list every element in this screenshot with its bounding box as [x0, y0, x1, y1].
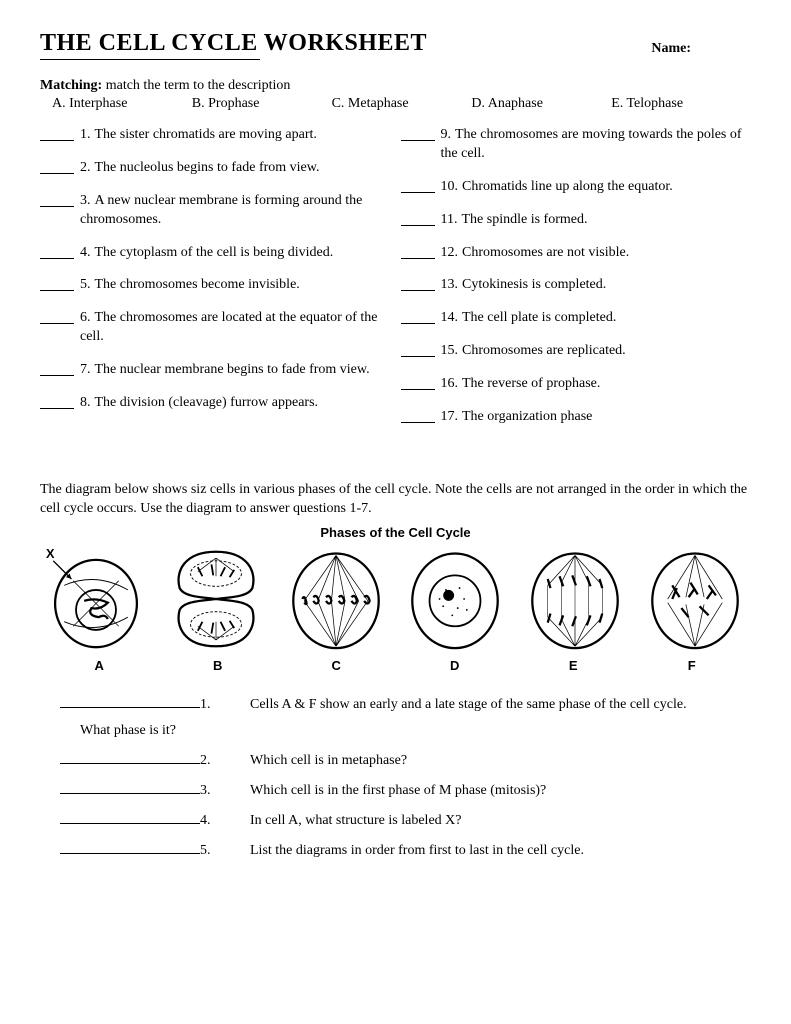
cells-diagram: X — [40, 544, 751, 654]
diagram-intro: The diagram below shows siz cells in var… — [40, 481, 751, 519]
matching-label: Matching: — [40, 78, 102, 93]
diagram-title: Phases of the Cell Cycle — [40, 525, 751, 540]
cell-label: A — [40, 658, 159, 673]
question-text: 14.The cell plate is completed. — [441, 309, 752, 328]
cell-label: E — [514, 658, 633, 673]
matching-heading: Matching: match the term to the descript… — [40, 78, 751, 94]
cell-label: B — [159, 658, 278, 673]
cell-b-diagram — [166, 544, 266, 654]
options-row: A. Interphase B. Prophase C. Metaphase D… — [40, 96, 751, 112]
option-b: B. Prophase — [192, 96, 332, 112]
question-text: 4.The cytoplasm of the cell is being div… — [80, 244, 391, 263]
cell-a-diagram: X — [46, 544, 146, 654]
question-text: 2.The nucleolus begins to fade from view… — [80, 159, 391, 178]
title-underline — [40, 59, 260, 60]
q-text: In cell A, what structure is labeled X? — [250, 813, 751, 829]
option-c: C. Metaphase — [332, 96, 472, 112]
answer-blank[interactable] — [40, 244, 74, 259]
q-text: Which cell is in metaphase? — [250, 753, 751, 769]
page-title: THE CELL CYCLE WORKSHEET — [40, 30, 427, 57]
question-text: 3.A new nuclear membrane is forming arou… — [80, 192, 391, 230]
question-text: 17.The organization phase — [441, 408, 752, 427]
answer-blank[interactable] — [60, 809, 200, 824]
header: THE CELL CYCLE WORKSHEET Name: — [40, 30, 751, 57]
left-column: 1.The sister chromatids are moving apart… — [40, 126, 391, 441]
question-text: 1.The sister chromatids are moving apart… — [80, 126, 391, 145]
answer-blank[interactable] — [401, 276, 435, 291]
question-text: 16.The reverse of prophase. — [441, 375, 752, 394]
q-text: Cells A & F show an early and a late sta… — [250, 697, 751, 713]
answer-blank[interactable] — [40, 126, 74, 141]
question-text: 11.The spindle is formed. — [441, 211, 752, 230]
cell-labels-row: A B C D E F — [40, 658, 751, 673]
question-text: 13.Cytokinesis is completed. — [441, 276, 752, 295]
part2-questions: 1. Cells A & F show an early and a late s… — [40, 693, 751, 859]
answer-blank[interactable] — [401, 309, 435, 324]
answer-blank[interactable] — [401, 178, 435, 193]
option-d: D. Anaphase — [471, 96, 611, 112]
name-field-label: Name: — [651, 41, 751, 57]
q-text: List the diagrams in order from first to… — [250, 843, 751, 859]
q-num: 1. — [200, 697, 230, 713]
option-a: A. Interphase — [52, 96, 192, 112]
q-num: 3. — [200, 783, 230, 799]
question-text: 8.The division (cleavage) furrow appears… — [80, 394, 391, 413]
answer-blank[interactable] — [401, 126, 435, 141]
option-e: E. Telophase — [611, 96, 751, 112]
answer-blank[interactable] — [401, 342, 435, 357]
question-text: 10.Chromatids line up along the equator. — [441, 178, 752, 197]
question-text: 9.The chromosomes are moving towards the… — [441, 126, 752, 164]
question-text: 12.Chromosomes are not visible. — [441, 244, 752, 263]
answer-blank[interactable] — [40, 394, 74, 409]
q-num: 4. — [200, 813, 230, 829]
answer-blank[interactable] — [60, 839, 200, 854]
question-text: 5.The chromosomes become invisible. — [80, 276, 391, 295]
cell-label: D — [396, 658, 515, 673]
q-text: Which cell is in the first phase of M ph… — [250, 783, 751, 799]
x-marker-label: X — [46, 546, 55, 561]
answer-blank[interactable] — [40, 159, 74, 174]
cell-d-diagram — [405, 544, 505, 654]
right-column: 9.The chromosomes are moving towards the… — [401, 126, 752, 441]
matching-instruction: match the term to the description — [102, 78, 290, 93]
cell-label: F — [633, 658, 752, 673]
question-text: 6.The chromosomes are located at the equ… — [80, 309, 391, 347]
answer-blank[interactable] — [401, 408, 435, 423]
answer-blank[interactable] — [40, 309, 74, 324]
sub-question: What phase is it? — [80, 723, 751, 739]
answer-blank[interactable] — [40, 276, 74, 291]
answer-blank[interactable] — [401, 211, 435, 226]
cell-f-diagram — [645, 544, 745, 654]
answer-blank[interactable] — [401, 375, 435, 390]
answer-blank[interactable] — [401, 244, 435, 259]
questions-columns: 1.The sister chromatids are moving apart… — [40, 126, 751, 441]
q-num: 5. — [200, 843, 230, 859]
cell-e-diagram — [525, 544, 625, 654]
cell-label: C — [277, 658, 396, 673]
answer-blank[interactable] — [60, 749, 200, 764]
answer-blank[interactable] — [60, 779, 200, 794]
cell-c-diagram — [286, 544, 386, 654]
question-text: 15.Chromosomes are replicated. — [441, 342, 752, 361]
q-num: 2. — [200, 753, 230, 769]
answer-blank[interactable] — [60, 693, 200, 708]
answer-blank[interactable] — [40, 192, 74, 207]
question-text: 7.The nuclear membrane begins to fade fr… — [80, 361, 391, 380]
answer-blank[interactable] — [40, 361, 74, 376]
